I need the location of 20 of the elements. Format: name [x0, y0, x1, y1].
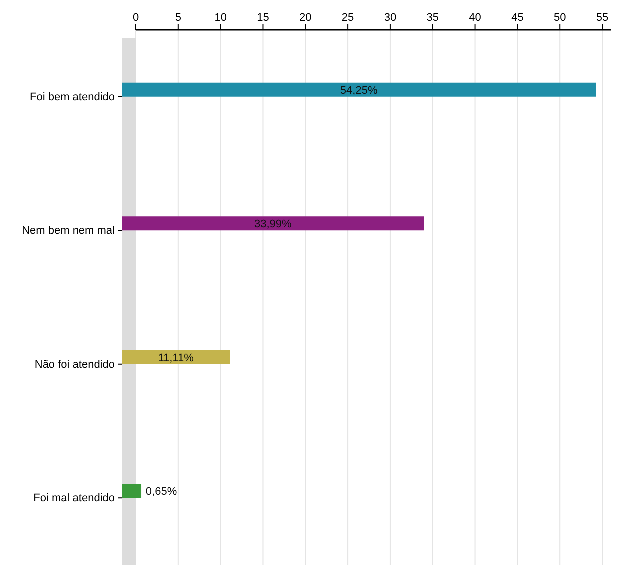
x-tick-label: 55: [596, 12, 609, 24]
x-tick-label: 15: [257, 12, 270, 24]
x-tick-label: 40: [469, 12, 482, 24]
x-tick-label: 0: [132, 12, 140, 24]
x-tick-label: 10: [214, 12, 227, 24]
y-tick-label: Foi bem atendido: [30, 91, 115, 104]
data-label: 33,99%: [254, 218, 292, 231]
x-tick-label: 5: [175, 12, 182, 24]
y-tick-label: Nem bem nem mal: [22, 225, 115, 238]
data-label: 54,25%: [340, 84, 378, 97]
x-tick-label: 35: [426, 12, 439, 24]
data-label: 11,11%: [158, 352, 194, 364]
data-label: 0,65%: [146, 486, 178, 498]
x-tick-label: 25: [342, 12, 354, 24]
y-tick-label: Foi mal atendido: [34, 492, 115, 505]
x-tick-label: 30: [384, 12, 397, 24]
x-tick-label: 20: [300, 12, 312, 24]
y-tick-label: Não foi atendido: [34, 358, 115, 371]
x-tick-label: 50: [554, 12, 566, 24]
x-tick-label: 45: [512, 12, 524, 24]
